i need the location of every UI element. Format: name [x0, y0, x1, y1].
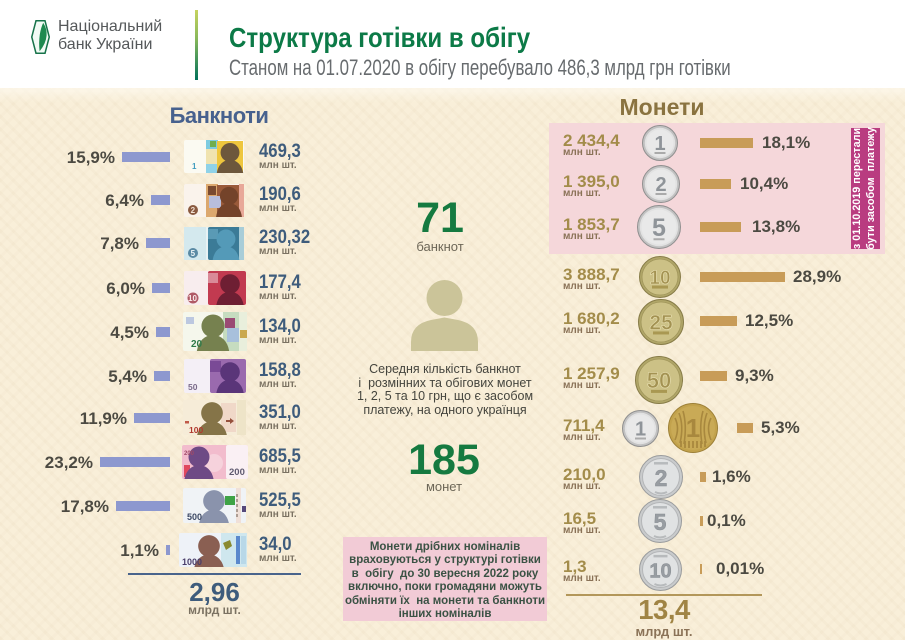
- svg-text:1: 1: [654, 133, 665, 155]
- svg-text:25: 25: [649, 312, 673, 335]
- svg-text:2: 2: [655, 465, 668, 491]
- svg-text:200: 200: [229, 467, 245, 478]
- svg-text:5: 5: [652, 214, 666, 242]
- svg-text:20: 20: [191, 339, 203, 350]
- svg-text:1000: 1000: [182, 557, 202, 567]
- svg-text:2: 2: [655, 174, 666, 196]
- svg-text:100: 100: [189, 425, 203, 435]
- svg-text:10: 10: [188, 294, 197, 303]
- svg-text:2: 2: [191, 206, 196, 215]
- svg-text:50: 50: [188, 382, 198, 392]
- svg-text:1: 1: [686, 413, 700, 443]
- svg-text:500: 500: [187, 512, 202, 522]
- svg-text:1: 1: [634, 418, 645, 440]
- svg-text:50: 50: [647, 368, 671, 393]
- svg-text:10: 10: [649, 268, 670, 289]
- svg-text:5: 5: [191, 249, 196, 258]
- svg-text:200: 200: [184, 451, 195, 457]
- svg-text:1: 1: [192, 162, 197, 171]
- svg-text:10: 10: [649, 560, 671, 582]
- svg-text:5: 5: [654, 509, 667, 535]
